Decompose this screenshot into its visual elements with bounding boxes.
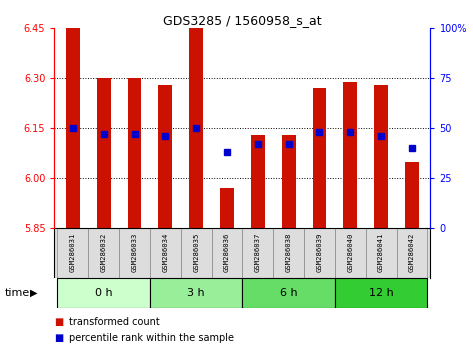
- Bar: [128, 78, 141, 228]
- Bar: [158, 85, 172, 228]
- Title: GDS3285 / 1560958_s_at: GDS3285 / 1560958_s_at: [163, 14, 322, 27]
- Text: 6 h: 6 h: [280, 288, 298, 298]
- Bar: [88, 228, 119, 278]
- Bar: [251, 135, 265, 228]
- Text: 12 h: 12 h: [369, 288, 394, 298]
- Bar: [374, 85, 388, 228]
- Text: transformed count: transformed count: [69, 317, 159, 327]
- Text: time: time: [5, 288, 30, 298]
- Text: GSM286032: GSM286032: [101, 233, 107, 272]
- Bar: [273, 228, 304, 278]
- Text: 0 h: 0 h: [95, 288, 113, 298]
- Bar: [243, 278, 335, 308]
- Bar: [343, 82, 357, 228]
- Bar: [304, 228, 335, 278]
- Text: GSM286040: GSM286040: [347, 233, 353, 272]
- Bar: [58, 228, 88, 278]
- Text: GSM286042: GSM286042: [409, 233, 415, 272]
- Bar: [220, 188, 234, 228]
- Bar: [189, 28, 203, 228]
- Bar: [66, 28, 80, 228]
- Bar: [335, 278, 427, 308]
- Text: ■: ■: [54, 333, 64, 343]
- Text: GSM286035: GSM286035: [193, 233, 199, 272]
- Text: GSM286033: GSM286033: [131, 233, 138, 272]
- Text: GSM286038: GSM286038: [286, 233, 292, 272]
- Bar: [181, 228, 211, 278]
- Text: ▶: ▶: [30, 288, 38, 298]
- Text: 3 h: 3 h: [187, 288, 205, 298]
- Bar: [58, 278, 150, 308]
- Text: GSM286034: GSM286034: [162, 233, 168, 272]
- Text: GSM286039: GSM286039: [316, 233, 323, 272]
- Bar: [150, 228, 181, 278]
- Text: GSM286036: GSM286036: [224, 233, 230, 272]
- Text: GSM286037: GSM286037: [255, 233, 261, 272]
- Bar: [313, 88, 326, 228]
- Bar: [150, 278, 243, 308]
- Text: GSM286031: GSM286031: [70, 233, 76, 272]
- Bar: [97, 78, 111, 228]
- Text: GSM286041: GSM286041: [378, 233, 384, 272]
- Bar: [119, 228, 150, 278]
- Bar: [211, 228, 243, 278]
- Bar: [396, 228, 427, 278]
- Bar: [282, 135, 296, 228]
- Bar: [335, 228, 366, 278]
- Bar: [405, 162, 419, 228]
- Text: percentile rank within the sample: percentile rank within the sample: [69, 333, 234, 343]
- Bar: [243, 228, 273, 278]
- Bar: [366, 228, 396, 278]
- Text: ■: ■: [54, 317, 64, 327]
